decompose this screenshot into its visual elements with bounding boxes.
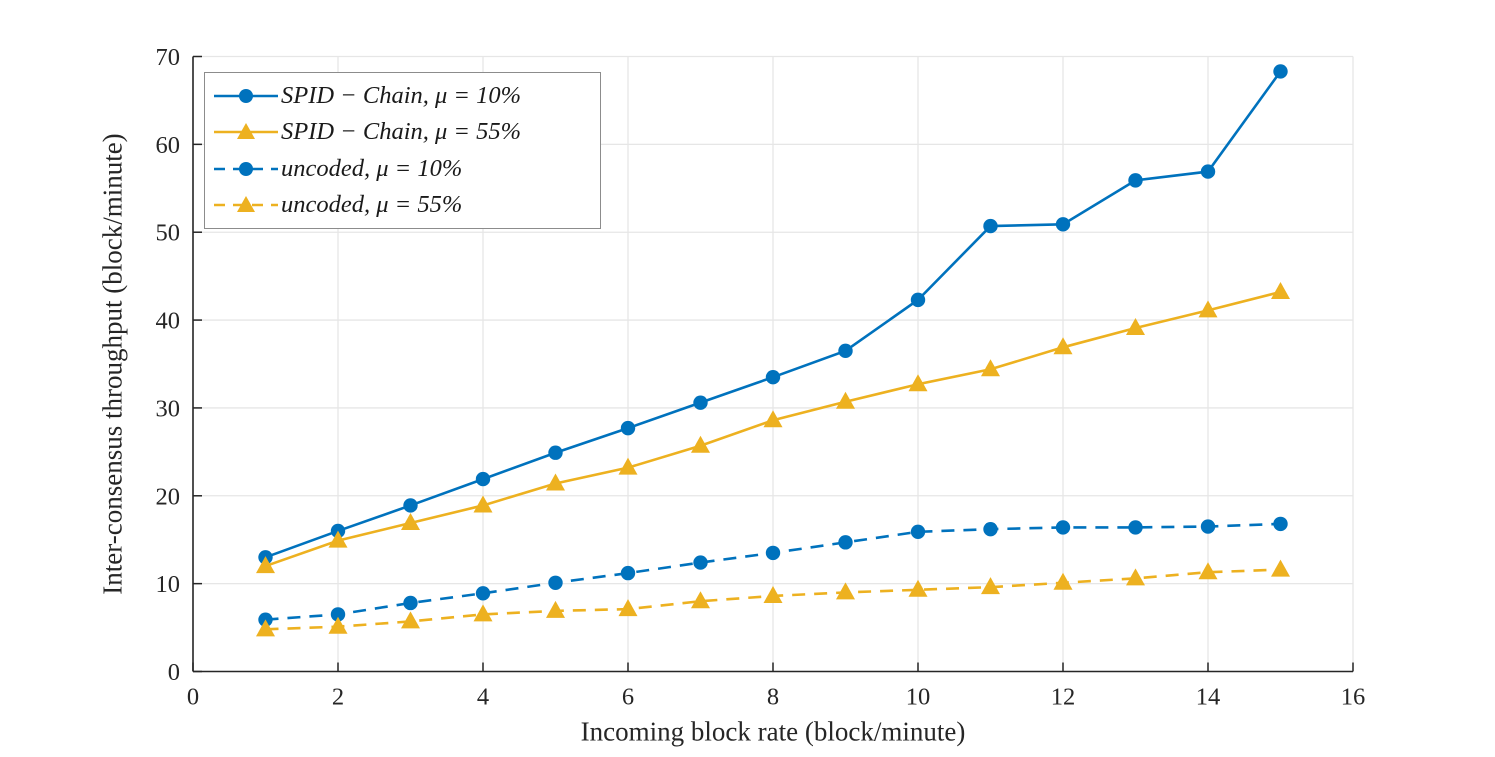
series-marker-triangle — [763, 585, 783, 603]
x-tick-label: 12 — [1051, 684, 1076, 711]
x-tick-label: 4 — [477, 684, 489, 711]
series-marker-circle — [403, 498, 418, 513]
series-marker-circle — [403, 595, 418, 611]
series-marker-triangle — [401, 513, 420, 531]
legend-marker-circle-icon — [239, 89, 253, 104]
series-marker-triangle — [691, 435, 710, 453]
y-tick-label: 60 — [156, 132, 181, 159]
series-marker-circle — [838, 343, 853, 359]
x-tick-label: 0 — [187, 684, 199, 711]
series-marker-triangle — [256, 556, 275, 574]
legend-marker-triangle-icon — [237, 123, 255, 140]
series-marker-circle — [1055, 217, 1071, 232]
series-marker-triangle — [256, 619, 275, 637]
series-marker-circle — [620, 565, 636, 581]
series-marker-circle — [765, 545, 781, 561]
series-marker-circle — [910, 524, 926, 540]
series-marker-triangle — [473, 604, 493, 622]
series-marker-circle — [983, 218, 998, 234]
series-marker-triangle — [1198, 300, 1218, 318]
y-tick-label: 10 — [156, 571, 181, 598]
series-marker-circle — [983, 521, 998, 537]
series-marker-circle — [765, 369, 781, 385]
series-marker-triangle — [1198, 562, 1218, 580]
y-tick-label: 40 — [156, 308, 181, 335]
legend-row: SPID − Chain, μ = 10% — [213, 78, 592, 114]
series-marker-circle — [1273, 64, 1288, 79]
series-marker-triangle — [763, 410, 783, 428]
legend-line-sample — [214, 123, 278, 140]
series-marker-triangle — [1053, 337, 1073, 355]
series-marker-triangle — [908, 374, 928, 392]
series-marker-circle — [693, 395, 708, 410]
y-tick-label: 50 — [156, 220, 181, 247]
x-tick-label: 8 — [767, 684, 779, 711]
series-marker-triangle — [618, 599, 638, 617]
series-marker-triangle — [1271, 281, 1290, 299]
x-tick-label: 10 — [906, 684, 931, 711]
series-marker-circle — [1200, 164, 1216, 179]
y-tick-label: 70 — [156, 44, 181, 71]
legend-row: uncoded, μ = 10% — [213, 151, 592, 187]
series-marker-triangle — [981, 359, 1000, 377]
series-marker-triangle — [328, 530, 348, 548]
y-tick-label: 20 — [156, 483, 181, 510]
series-marker-circle — [910, 292, 926, 308]
x-axis-label: Incoming block rate (block/minute) — [580, 716, 966, 747]
series-marker-triangle — [1053, 572, 1073, 590]
series-marker-triangle — [908, 579, 928, 597]
legend-line-sample — [214, 195, 278, 212]
series-marker-triangle — [836, 391, 855, 409]
legend-label: uncoded, μ = 55% — [281, 190, 463, 218]
series-marker-circle — [475, 586, 491, 601]
series-marker-triangle — [1271, 559, 1290, 577]
legend-row: SPID − Chain, μ = 55% — [213, 114, 592, 150]
series-marker-circle — [1128, 173, 1143, 188]
y-axis-label: Inter-consensus throughput (block/minute… — [97, 133, 128, 595]
series-marker-circle — [620, 420, 636, 436]
series-marker-triangle — [401, 611, 420, 629]
series-marker-circle — [1200, 519, 1216, 534]
series-marker-circle — [838, 535, 853, 550]
series-marker-triangle — [546, 600, 565, 618]
x-tick-label: 2 — [332, 684, 344, 711]
series-marker-circle — [330, 607, 346, 622]
legend-marker-circle-icon — [239, 161, 253, 176]
series-marker-triangle — [618, 457, 638, 475]
x-tick-label: 6 — [622, 684, 634, 711]
series-marker-circle — [475, 471, 491, 487]
legend-label: SPID − Chain, μ = 10% — [281, 82, 521, 110]
series-marker-triangle — [328, 616, 348, 634]
series-marker-triangle — [691, 591, 710, 609]
series-marker-triangle — [1126, 568, 1145, 586]
series-marker-circle — [548, 445, 563, 460]
series-marker-triangle — [473, 495, 493, 513]
legend-line-sample — [214, 161, 278, 176]
x-tick-label: 14 — [1196, 684, 1221, 711]
legend-label: uncoded, μ = 10% — [281, 154, 463, 182]
legend: SPID − Chain, μ = 10% SPID − Chain, μ = 5… — [204, 72, 601, 229]
legend-label: SPID − Chain, μ = 55% — [281, 118, 521, 146]
series-marker-triangle — [836, 582, 855, 600]
legend-line-sample — [214, 89, 278, 104]
y-tick-label: 30 — [156, 395, 181, 422]
series-marker-circle — [693, 555, 708, 570]
series-marker-circle — [1128, 520, 1143, 535]
y-tick-label: 0 — [168, 659, 180, 686]
series-marker-triangle — [981, 577, 1000, 595]
series-marker-circle — [548, 575, 563, 590]
series-marker-triangle — [546, 473, 565, 491]
series-marker-circle — [1273, 516, 1288, 532]
legend-row: uncoded, μ = 55% — [213, 187, 592, 223]
series-marker-triangle — [1126, 317, 1145, 335]
x-tick-label: 16 — [1341, 684, 1366, 711]
legend-marker-triangle-icon — [237, 195, 255, 212]
series-marker-circle — [1055, 520, 1071, 535]
